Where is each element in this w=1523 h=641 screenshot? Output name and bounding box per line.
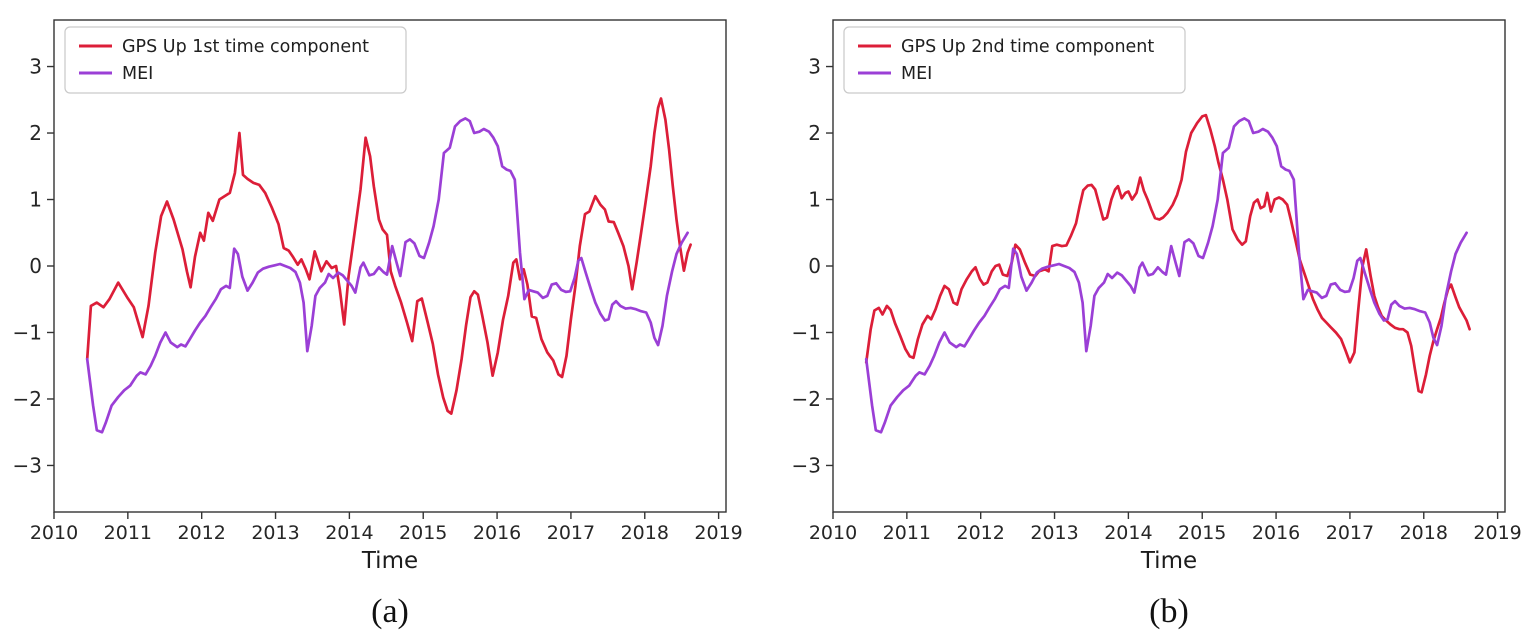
x-tick-label: 2019 bbox=[1473, 522, 1521, 544]
y-tick-label: 0 bbox=[29, 254, 42, 278]
x-tick-label: 2014 bbox=[325, 522, 373, 544]
x-tick-label: 2015 bbox=[1178, 522, 1226, 544]
x-tick-label: 2016 bbox=[1252, 522, 1300, 544]
x-tick-label: 2010 bbox=[30, 522, 78, 544]
x-tick-label: 2016 bbox=[473, 522, 521, 544]
panel-caption-label: (a) bbox=[371, 593, 409, 630]
y-tick-label: 1 bbox=[29, 188, 42, 212]
y-tick-label: −1 bbox=[792, 320, 821, 344]
y-tick-label: −1 bbox=[13, 320, 42, 344]
legend: GPS Up 2nd time component MEI bbox=[843, 26, 1186, 94]
series-line-mei bbox=[864, 117, 1468, 434]
series-line-mei bbox=[85, 117, 689, 434]
x-axis-label: Time bbox=[1140, 548, 1197, 574]
y-tick-label: 3 bbox=[29, 55, 42, 79]
panel-a: 2010 2011 2012 2013 2014 2015 2016 2017 2018 2019… bbox=[13, 19, 743, 630]
legend-entry-label: GPS Up 2nd time component bbox=[901, 37, 1154, 57]
y-tick-label: −2 bbox=[13, 387, 42, 411]
y-tick-label: 0 bbox=[808, 254, 821, 278]
y-tick-label: −3 bbox=[792, 453, 821, 477]
x-tick-label: 2010 bbox=[809, 522, 857, 544]
x-tick-label: 2012 bbox=[957, 522, 1005, 544]
legend-entry-label: GPS Up 1st time component bbox=[122, 37, 369, 57]
y-tick-label: −2 bbox=[792, 387, 821, 411]
x-tick-label: 2011 bbox=[883, 522, 931, 544]
y-tick-label: 3 bbox=[808, 55, 821, 79]
y-tick-label: 2 bbox=[29, 121, 42, 145]
x-tick-label: 2013 bbox=[251, 522, 299, 544]
legend: GPS Up 1st time component MEI bbox=[64, 26, 407, 94]
x-tick-label: 2015 bbox=[399, 522, 447, 544]
x-tick-label: 2011 bbox=[104, 522, 152, 544]
x-tick-label: 2012 bbox=[178, 522, 226, 544]
plot-frame bbox=[832, 19, 1506, 513]
panel-b: 2010 2011 2012 2013 2014 2015 2016 2017 2018 2019… bbox=[792, 19, 1522, 630]
series-line-gps-up-2nd-time-component bbox=[864, 113, 1471, 394]
x-tick-label: 2014 bbox=[1104, 522, 1152, 544]
x-tick-label: 2018 bbox=[621, 522, 669, 544]
legend-entry-label: MEI bbox=[901, 64, 932, 84]
series-line-gps-up-1st-time-component bbox=[85, 97, 692, 415]
x-tick-label: 2017 bbox=[1326, 522, 1374, 544]
x-axis-label: Time bbox=[361, 548, 418, 574]
y-tick-label: −3 bbox=[13, 453, 42, 477]
x-tick-label: 2013 bbox=[1030, 522, 1078, 544]
legend-box bbox=[64, 26, 407, 94]
y-tick-label: 1 bbox=[808, 188, 821, 212]
x-tick-label: 2018 bbox=[1400, 522, 1448, 544]
x-tick-label: 2017 bbox=[547, 522, 595, 544]
legend-entry-label: MEI bbox=[122, 64, 153, 84]
panel-caption-label: (b) bbox=[1149, 593, 1189, 630]
y-tick-label: 2 bbox=[808, 121, 821, 145]
legend-box bbox=[843, 26, 1186, 94]
x-tick-label: 2019 bbox=[694, 522, 742, 544]
